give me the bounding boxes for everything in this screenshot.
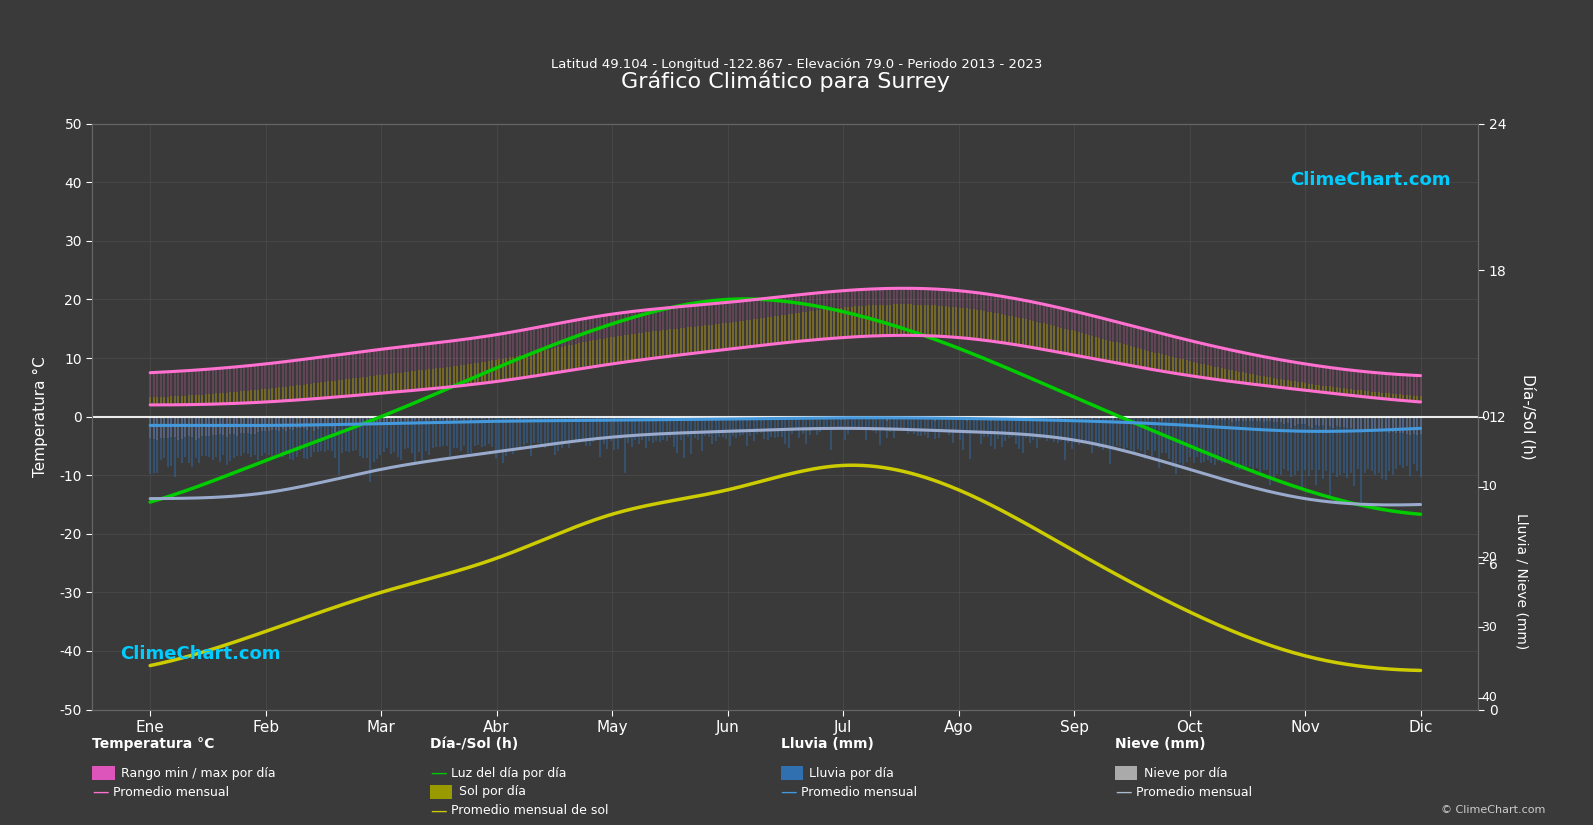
Text: Latitud 49.104 - Longitud -122.867 - Elevación 79.0 - Periodo 2013 - 2023: Latitud 49.104 - Longitud -122.867 - Ele… [551,58,1042,71]
Text: —: — [430,802,446,820]
Text: ClimeChart.com: ClimeChart.com [1290,171,1451,189]
Text: Promedio mensual: Promedio mensual [1136,785,1252,799]
Title: Gráfico Climático para Surrey: Gráfico Climático para Surrey [621,70,949,92]
Text: Luz del día por día: Luz del día por día [451,766,567,780]
Text: 30: 30 [1481,621,1497,634]
Text: Lluvia (mm): Lluvia (mm) [781,738,873,752]
Text: Nieve por día: Nieve por día [1144,766,1227,780]
Y-axis label: Día-/Sol (h): Día-/Sol (h) [1520,374,1536,460]
Text: Nieve (mm): Nieve (mm) [1115,738,1206,752]
Text: —: — [92,783,108,801]
Text: —: — [781,783,796,801]
Text: Temperatura °C: Temperatura °C [92,738,215,752]
Text: ClimeChart.com: ClimeChart.com [119,644,280,662]
Text: Promedio mensual: Promedio mensual [113,785,229,799]
Text: Lluvia por día: Lluvia por día [809,766,894,780]
Text: 10: 10 [1481,480,1497,493]
Text: 40: 40 [1481,691,1497,705]
Text: Día-/Sol (h): Día-/Sol (h) [430,738,518,752]
Text: 20: 20 [1481,551,1497,563]
Text: Rango min / max por día: Rango min / max por día [121,766,276,780]
Text: Lluvia / Nieve (mm): Lluvia / Nieve (mm) [1515,512,1528,648]
Text: 0: 0 [1481,410,1489,423]
Y-axis label: Temperatura °C: Temperatura °C [33,356,48,477]
Text: —: — [1115,783,1131,801]
Text: Promedio mensual de sol: Promedio mensual de sol [451,804,609,818]
Text: © ClimeChart.com: © ClimeChart.com [1440,804,1545,814]
Text: —: — [430,764,446,782]
Text: Promedio mensual: Promedio mensual [801,785,918,799]
Text: Sol por día: Sol por día [459,785,526,799]
